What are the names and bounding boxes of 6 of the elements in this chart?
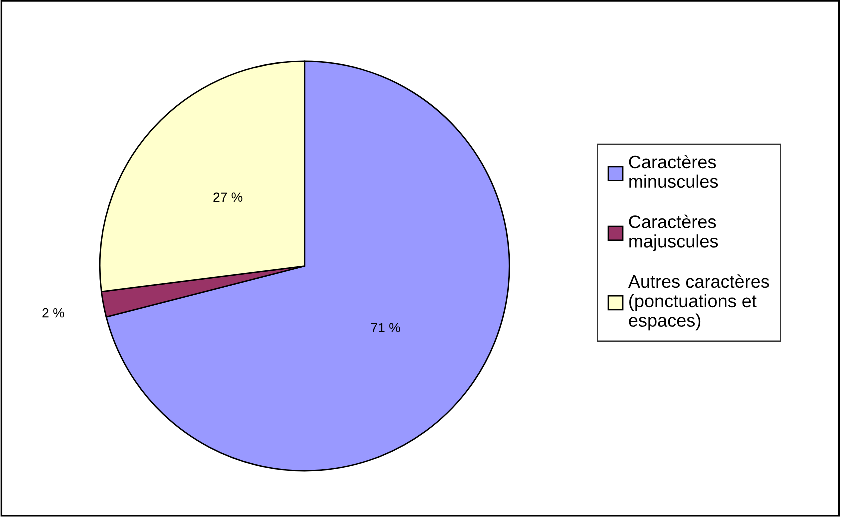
legend-label: Caractères majuscules [629, 214, 718, 252]
legend-label: Caractères minuscules [629, 155, 718, 188]
data-label: 71 % [371, 323, 400, 332]
data-label: 2 % [42, 308, 64, 318]
legend-label: Autres caractères (ponctuations et espaces) [628, 274, 770, 331]
data-label: 27 % [214, 192, 243, 202]
